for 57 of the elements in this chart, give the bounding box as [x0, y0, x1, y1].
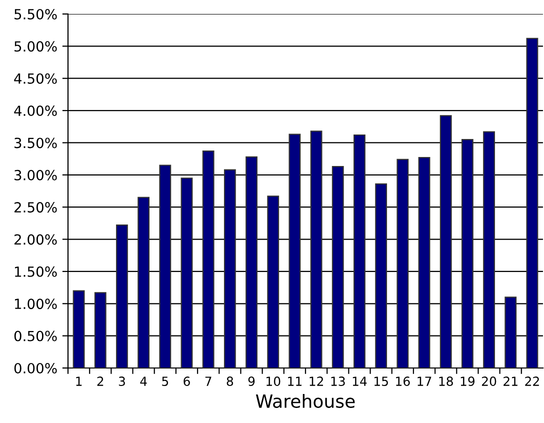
x-tick-label: 12 — [310, 376, 323, 386]
bar — [72, 290, 85, 368]
bar — [332, 166, 344, 368]
bar — [375, 183, 388, 368]
x-tick-label: 13 — [331, 376, 345, 386]
bar — [202, 150, 214, 368]
y-tick-label: 1.00% — [14, 298, 57, 310]
x-tick-label: 5 — [162, 376, 168, 386]
x-tick-label: 4 — [140, 376, 147, 386]
x-tick-label: 7 — [205, 376, 212, 386]
bar — [504, 296, 517, 368]
y-tick-label: 2.50% — [14, 202, 57, 213]
x-tick-label: 18 — [439, 376, 453, 386]
y-tick-label: 2.00% — [14, 234, 57, 245]
x-tick-label: 6 — [184, 376, 190, 386]
x-axis-title: Warehouse — [256, 394, 355, 408]
bar — [418, 156, 430, 368]
bar — [288, 134, 301, 368]
x-tick-label: 14 — [352, 376, 367, 386]
y-tick-label: 3.50% — [14, 138, 57, 148]
bar — [116, 224, 128, 368]
x-tick-label: 19 — [460, 376, 475, 386]
bar — [138, 196, 150, 368]
bar — [94, 292, 106, 368]
bar — [483, 131, 495, 368]
bar — [354, 134, 366, 368]
bar — [159, 164, 172, 368]
y-tick-label: 3.00% — [14, 170, 57, 180]
x-tick-label: 15 — [374, 376, 388, 386]
y-tick-label: 5.00% — [14, 41, 57, 52]
bar — [526, 38, 538, 368]
bar — [310, 130, 322, 368]
y-tick-label: 1.50% — [14, 266, 57, 277]
x-tick-label: 20 — [482, 376, 496, 386]
x-tick-label: 17 — [418, 376, 432, 386]
x-tick-label: 9 — [248, 376, 255, 386]
y-tick-label: 5.50% — [14, 8, 57, 20]
bar — [440, 115, 452, 368]
x-tick-label: 22 — [525, 376, 539, 386]
bar — [224, 169, 236, 368]
bar — [396, 158, 409, 368]
bar — [267, 196, 280, 368]
bar — [246, 156, 258, 368]
bar — [461, 138, 474, 368]
x-tick-label: 3 — [118, 376, 125, 386]
x-tick-label: 21 — [504, 376, 518, 386]
y-tick-label: 0.50% — [14, 330, 57, 342]
y-tick-label: 0.00% — [14, 362, 57, 374]
x-tick-label: 8 — [226, 376, 234, 386]
x-tick-label: 16 — [396, 376, 410, 386]
y-tick-label: 4.00% — [14, 106, 57, 116]
bar — [180, 178, 193, 368]
x-tick-label: 11 — [288, 376, 302, 386]
x-tick-label: 10 — [266, 376, 280, 386]
x-tick-label: 2 — [97, 376, 104, 386]
y-tick-label: 4.50% — [14, 73, 57, 84]
x-tick-label: 1 — [76, 376, 82, 386]
